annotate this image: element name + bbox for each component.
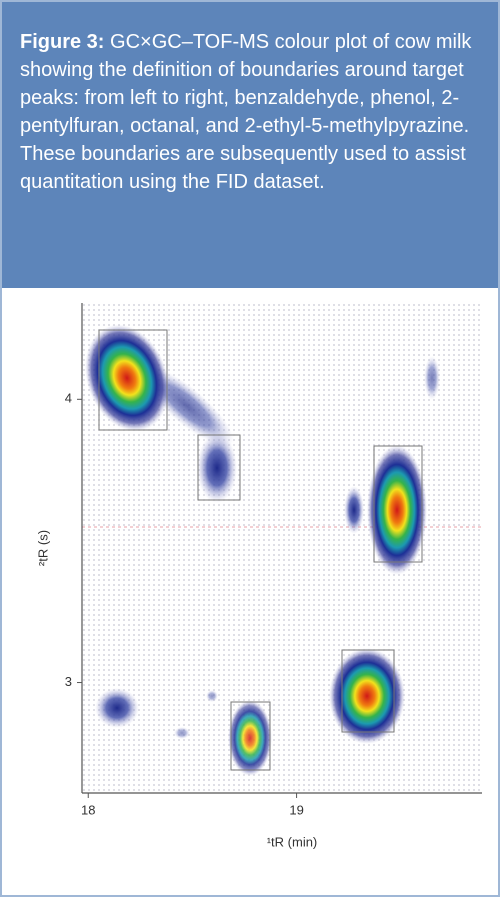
caption: Figure 3: GC×GC–TOF-MS colour plot of co…	[2, 2, 498, 288]
caption-text: GC×GC–TOF-MS colour plot of cow milk sho…	[20, 31, 472, 193]
x-tick-label: 19	[289, 802, 303, 817]
y-axis-label: ²tR (s)	[35, 530, 50, 566]
y-tick-label: 4	[65, 391, 72, 406]
plot-area	[81, 303, 482, 794]
x-tick-label: 18	[81, 802, 95, 817]
caption-label: Figure 3:	[20, 31, 105, 53]
x-axis-label: ¹tR (min)	[267, 834, 318, 849]
plot: 18 19 3 4 ¹tR (min) ²tR (s)	[35, 303, 482, 849]
y-tick-label: 3	[65, 674, 72, 689]
